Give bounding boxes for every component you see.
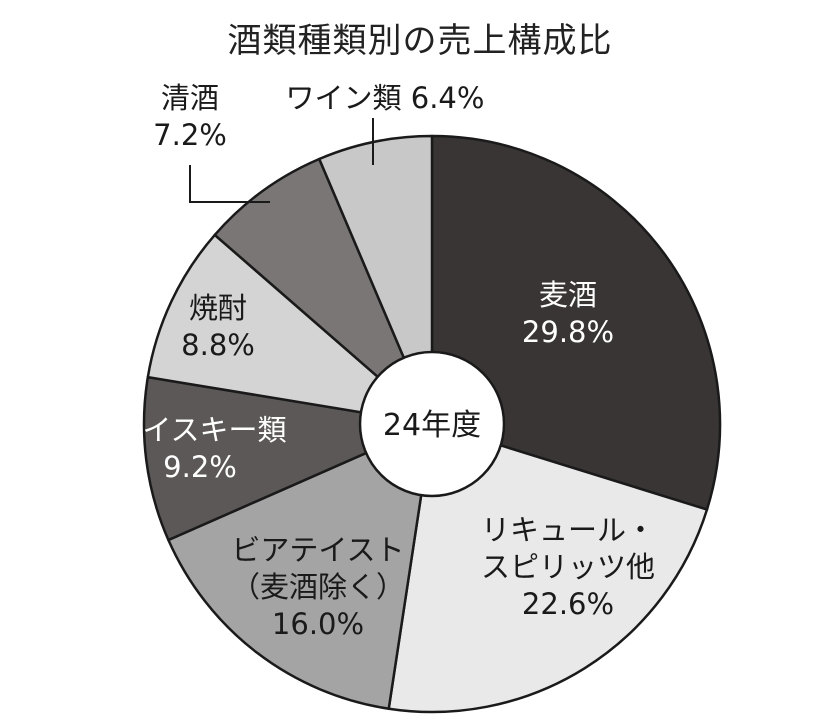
- slice-label-4: 焼酎 8.8%: [181, 291, 255, 362]
- slice-label-3: ウイスキー類 9.2%: [113, 413, 286, 484]
- pie-slices: [142, 134, 722, 714]
- leader-line-5: [189, 165, 270, 203]
- donut-hole: [358, 350, 506, 498]
- pie-slice-6: [318, 134, 434, 426]
- slice-label-5: 清酒 7.2%: [153, 81, 227, 152]
- slice-label-1: リキュール・スピリッツ他 22.6%: [481, 513, 655, 621]
- pie-slice-2: [167, 422, 434, 710]
- slice-label-0: 麦酒 29.8%: [522, 278, 614, 349]
- chart-title: 酒類種類別の売上構成比: [228, 21, 613, 61]
- slice-labels: 麦酒 29.8% リキュール・スピリッツ他 22.6% ビアテイスト（麦酒除く） 16.0…: [113, 81, 655, 641]
- pie-slice-4: [146, 233, 434, 426]
- pie-slice-5: [213, 157, 434, 426]
- slice-label-6: ワイン類 6.4%: [286, 81, 485, 115]
- slice-label-2: ビアテイスト（麦酒除く） 16.0%: [231, 533, 405, 641]
- leader-lines: [189, 118, 374, 203]
- center-label: 24年度: [383, 408, 481, 443]
- pie-slice-1: [387, 422, 709, 714]
